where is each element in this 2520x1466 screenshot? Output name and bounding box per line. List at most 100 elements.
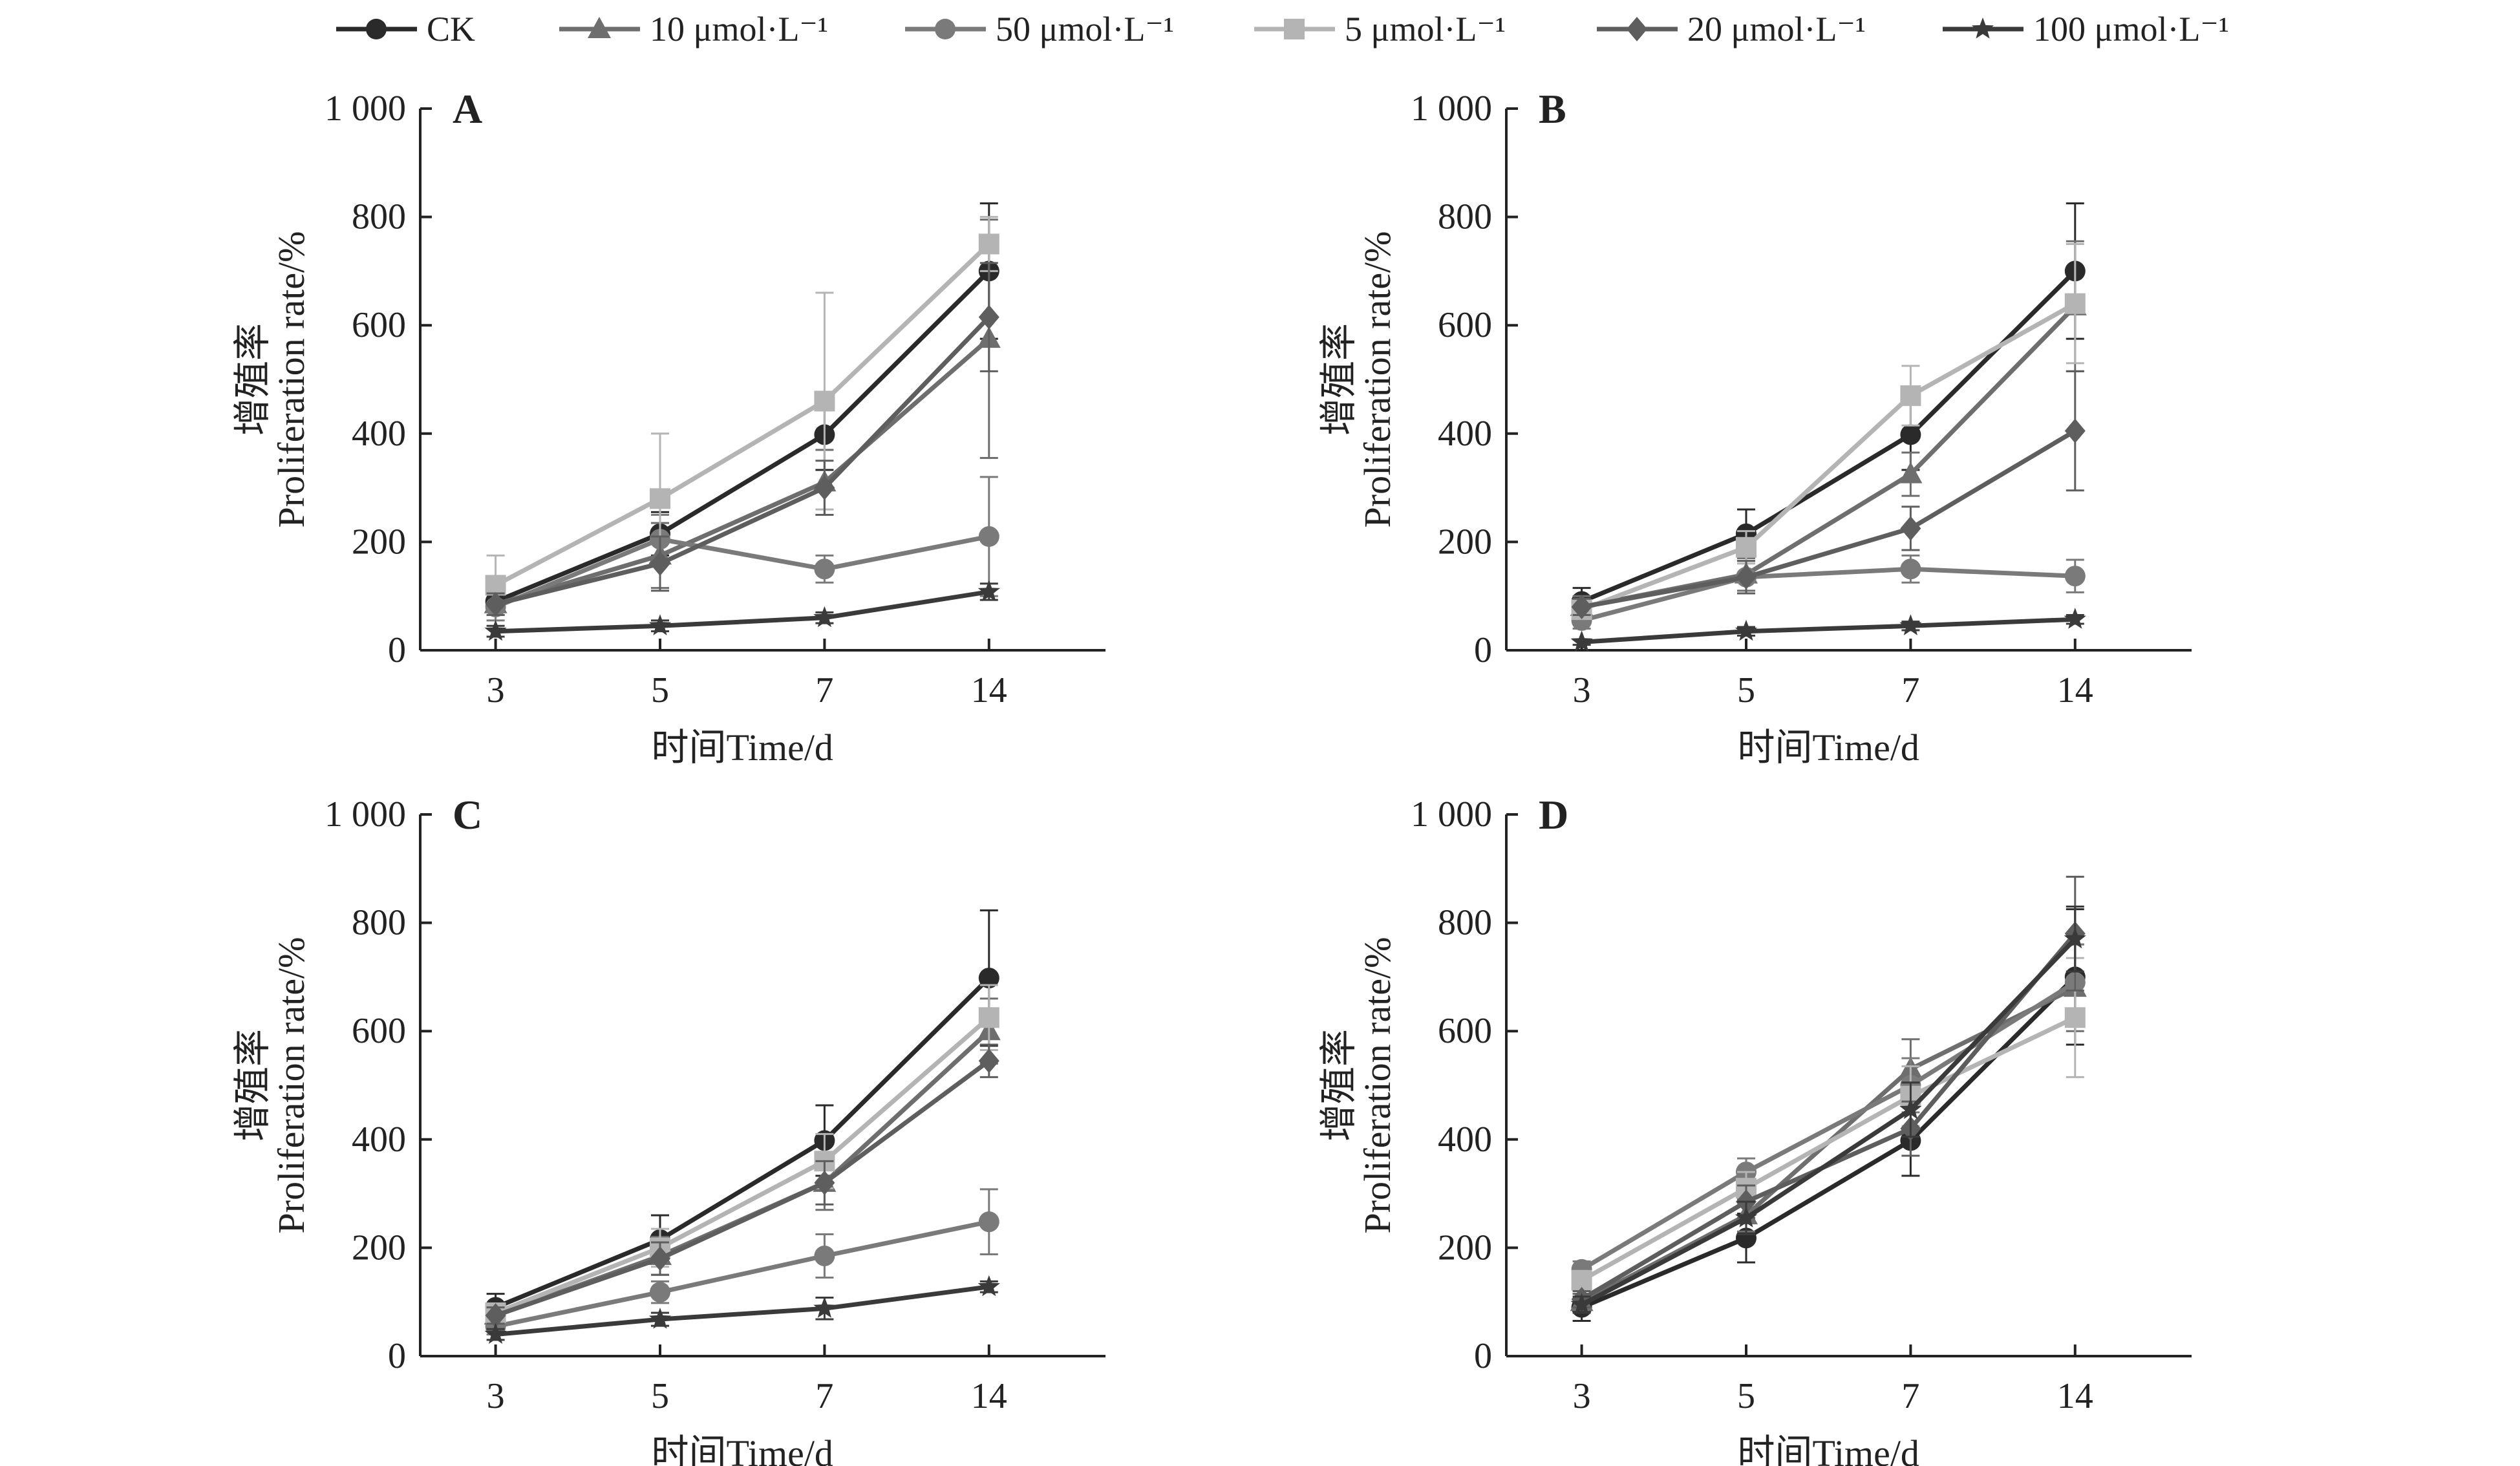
y-tick-label: 0 — [1474, 630, 1492, 670]
x-axis-label: 时间Time/d — [1737, 727, 1919, 769]
data-point — [1735, 1206, 1758, 1227]
x-axis-label: 时间Time/d — [651, 727, 833, 769]
x-tick-label: 7 — [1901, 670, 1919, 710]
y-tick-label: 400 — [352, 414, 406, 454]
legend-label: 100 μmol·L⁻¹ — [2033, 10, 2229, 48]
legend-marker-icon — [935, 19, 956, 39]
panel-C: 0 200 400 600 800 1 000 3 5 7 14 时间Time/d 增殖率Prolif… — [231, 792, 1105, 1466]
data-point — [1736, 564, 1757, 590]
panel-label: C — [453, 792, 482, 838]
data-point — [650, 488, 670, 509]
x-tick-label: 7 — [815, 670, 833, 710]
legend-marker-icon — [366, 19, 387, 39]
y-axis-label: Proliferation rate/% — [270, 937, 312, 1234]
data-point — [2064, 418, 2086, 443]
legend-label: CK — [427, 10, 475, 48]
y-tick-label: 600 — [352, 305, 406, 345]
series-line — [495, 590, 990, 634]
panel-A: 0 200 400 600 800 1 000 3 5 7 14 时间Time/d 增殖率Prolif… — [231, 86, 1105, 769]
data-point — [1899, 1098, 1922, 1120]
y-tick-label: 200 — [352, 522, 406, 562]
series-3 — [485, 1188, 999, 1337]
legend-label: 10 μmol·L⁻¹ — [650, 10, 828, 48]
x-tick-label: 3 — [487, 670, 505, 710]
data-point — [1570, 630, 1593, 652]
y-axis-label: Proliferation rate/% — [270, 231, 312, 528]
series-line — [1581, 566, 2075, 623]
data-point — [814, 1170, 835, 1195]
series-line — [495, 976, 991, 1310]
data-point — [978, 233, 999, 255]
series-3 — [1571, 943, 2086, 1280]
x-tick-label: 7 — [1901, 1376, 1919, 1416]
series-4 — [1571, 243, 2086, 621]
data-point — [814, 475, 835, 500]
data-point — [1570, 1293, 1593, 1314]
data-point — [648, 614, 672, 635]
y-tick-label: 400 — [1438, 414, 1492, 454]
data-point — [484, 1323, 507, 1344]
data-point — [650, 551, 670, 576]
data-point — [1899, 462, 1923, 483]
data-point — [1900, 385, 1921, 407]
y-axis-label-cn: 增殖率 — [1318, 323, 1360, 436]
data-point — [1900, 558, 1921, 580]
series-2 — [1570, 240, 2087, 619]
series-line — [495, 1284, 990, 1337]
data-point — [1899, 614, 1922, 635]
series-line — [1581, 429, 2077, 610]
series-line — [495, 1015, 991, 1315]
data-point — [813, 1297, 836, 1318]
series-line — [495, 1059, 990, 1318]
data-point — [977, 580, 1000, 602]
series-5 — [485, 1043, 999, 1328]
data-point — [978, 526, 999, 547]
data-point — [484, 619, 507, 641]
y-axis-label-cn: 增殖率 — [231, 323, 273, 436]
legend-item: 20 μmol·L⁻¹ — [1597, 10, 1866, 48]
y-tick-label: 0 — [388, 1336, 406, 1376]
y-tick-label: 600 — [352, 1011, 406, 1051]
data-point — [1735, 619, 1758, 641]
panel-label: B — [1539, 86, 1566, 132]
series-line — [1580, 1015, 2077, 1282]
series-6 — [484, 1275, 1000, 1344]
series-line — [495, 1219, 990, 1329]
series-line — [1580, 937, 2077, 1307]
data-point — [1900, 516, 1921, 541]
legend-label: 5 μmol·L⁻¹ — [1345, 10, 1506, 48]
y-axis-label: Proliferation rate/% — [1356, 937, 1398, 1234]
series-group — [484, 909, 1001, 1344]
legend-item: 50 μmol·L⁻¹ — [905, 10, 1174, 48]
y-tick-label: 0 — [1474, 1336, 1492, 1376]
y-tick-label: 1 000 — [325, 794, 406, 834]
y-tick-label: 0 — [388, 630, 406, 670]
x-tick-label: 3 — [1573, 1376, 1591, 1416]
series-line — [495, 315, 991, 607]
series-1 — [485, 909, 999, 1323]
x-tick-label: 14 — [971, 670, 1007, 710]
legend-item: 5 μmol·L⁻¹ — [1254, 10, 1506, 48]
panel-D: 0 200 400 600 800 1 000 3 5 7 14 时间Time/d 增殖率Prolif… — [1318, 792, 2192, 1466]
data-point — [1736, 536, 1757, 558]
y-tick-label: 200 — [1438, 522, 1492, 562]
data-point — [813, 606, 836, 628]
y-tick-label: 1 000 — [1411, 89, 1492, 129]
y-tick-label: 600 — [1438, 1011, 1492, 1051]
x-tick-label: 3 — [1573, 670, 1591, 710]
data-point — [485, 1303, 506, 1328]
data-point — [814, 1245, 835, 1266]
series-5 — [1571, 875, 2086, 1312]
data-point — [978, 968, 999, 989]
y-axis-label-cn: 增殖率 — [1318, 1029, 1360, 1142]
series-line — [495, 534, 990, 610]
data-point — [650, 1246, 670, 1271]
data-point — [978, 1211, 999, 1233]
data-point — [2064, 293, 2086, 314]
series-line — [495, 337, 991, 607]
series-line — [1580, 932, 2077, 1302]
panel-label: A — [453, 86, 482, 132]
legend-label: 20 μmol·L⁻¹ — [1687, 10, 1866, 48]
data-point — [977, 1275, 1000, 1297]
legend: CK 10 μmol·L⁻¹ 50 μmol·L⁻¹ 5 μmol·L⁻¹ 20 μmo… — [336, 10, 2229, 48]
